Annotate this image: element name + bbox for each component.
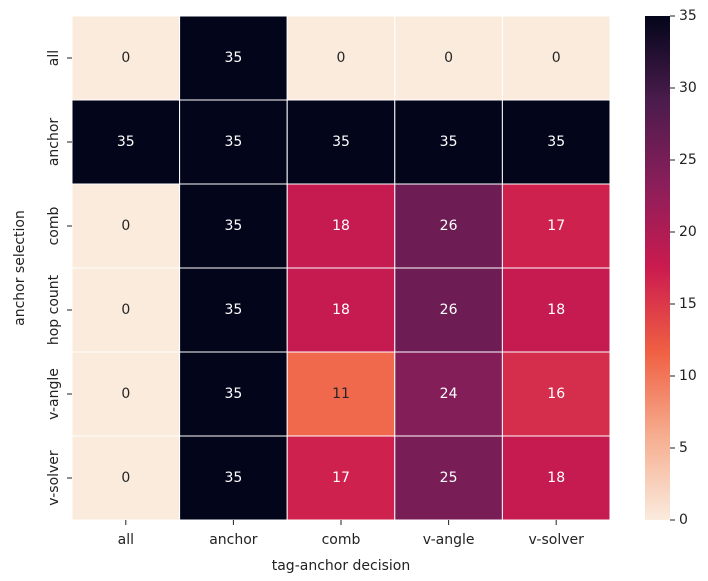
- y-tick-label: anchor: [46, 118, 62, 167]
- colorbar-tick-label: 10: [679, 368, 697, 384]
- cell-label: 0: [121, 302, 130, 318]
- cell-label: 0: [444, 50, 453, 66]
- y-tick-label: hop count: [46, 274, 62, 345]
- heatmap-cell: [501, 183, 611, 269]
- y-axis-label: anchor selection: [12, 210, 28, 326]
- cell-label: 0: [121, 386, 130, 402]
- colorbar-tick-label: 15: [679, 296, 697, 312]
- cell-label: 17: [547, 218, 565, 234]
- x-tick-label: v-solver: [529, 532, 585, 548]
- heatmap-cell: [501, 15, 611, 101]
- heatmap-cell: [179, 183, 288, 269]
- heatmap-cell: [286, 435, 396, 521]
- colorbar-tick-label: 5: [679, 440, 688, 456]
- cell-label: 35: [547, 134, 565, 150]
- x-tick-label: anchor: [209, 532, 258, 548]
- heatmap-cell: [179, 15, 288, 101]
- heatmap-cell: [286, 183, 396, 269]
- cell-label: 18: [332, 218, 350, 234]
- cell-label: 0: [121, 50, 130, 66]
- heatmap-cell: [71, 15, 181, 101]
- cell-label: 35: [224, 134, 242, 150]
- colorbar-tick-label: 30: [679, 80, 697, 96]
- cell-label: 35: [117, 134, 135, 150]
- heatmap-cell: [286, 351, 396, 437]
- cell-label: 25: [440, 470, 458, 486]
- cell-label: 35: [224, 218, 242, 234]
- heatmap-cell: [286, 99, 396, 185]
- y-tick-label: all: [46, 50, 62, 66]
- heatmap-cell: [179, 267, 288, 353]
- heatmap-cell: [394, 183, 503, 269]
- cell-label: 18: [547, 470, 565, 486]
- x-tick-label: comb: [322, 532, 361, 548]
- colorbar-tick-label: 35: [679, 8, 697, 24]
- cell-label: 35: [332, 134, 350, 150]
- x-tick-label: all: [118, 532, 134, 548]
- heatmap-cell: [71, 351, 181, 437]
- cell-label: 35: [224, 302, 242, 318]
- heatmap-cell: [394, 15, 503, 101]
- y-tick-label: v-angle: [46, 368, 62, 420]
- heatmap-cell: [501, 99, 611, 185]
- cell-label: 0: [121, 218, 130, 234]
- cell-label: 35: [440, 134, 458, 150]
- heatmap-cell: [179, 351, 288, 437]
- x-axis-label: tag-anchor decision: [272, 558, 411, 574]
- heatmap-cell: [394, 435, 503, 521]
- y-tick-label: v-solver: [46, 450, 62, 506]
- cell-label: 35: [224, 470, 242, 486]
- x-tick-label: v-angle: [423, 532, 475, 548]
- heatmap-cell: [286, 267, 396, 353]
- heatmap-cell: [286, 15, 396, 101]
- colorbar-tick-label: 20: [679, 224, 697, 240]
- cell-label: 17: [332, 470, 350, 486]
- cell-label: 0: [121, 470, 130, 486]
- colorbar-tick-label: 25: [679, 152, 697, 168]
- cell-label: 35: [224, 50, 242, 66]
- cell-label: 0: [337, 50, 346, 66]
- heatmap-cell: [501, 435, 611, 521]
- heatmap-cell: [501, 351, 611, 437]
- heatmap-cell: [501, 267, 611, 353]
- cell-label: 11: [332, 386, 350, 402]
- y-tick-label: comb: [46, 206, 62, 245]
- heatmap-cell: [71, 99, 181, 185]
- cell-label: 26: [440, 218, 458, 234]
- cell-label: 26: [440, 302, 458, 318]
- heatmap-cell: [394, 267, 503, 353]
- cell-label: 35: [224, 386, 242, 402]
- cell-label: 18: [547, 302, 565, 318]
- colorbar-tick-label: 0: [679, 512, 688, 528]
- colorbar: [645, 16, 670, 520]
- cell-label: 16: [547, 386, 565, 402]
- cell-label: 24: [440, 386, 458, 402]
- cell-label: 18: [332, 302, 350, 318]
- cell-label: 0: [552, 50, 561, 66]
- heatmap-cell: [179, 435, 288, 521]
